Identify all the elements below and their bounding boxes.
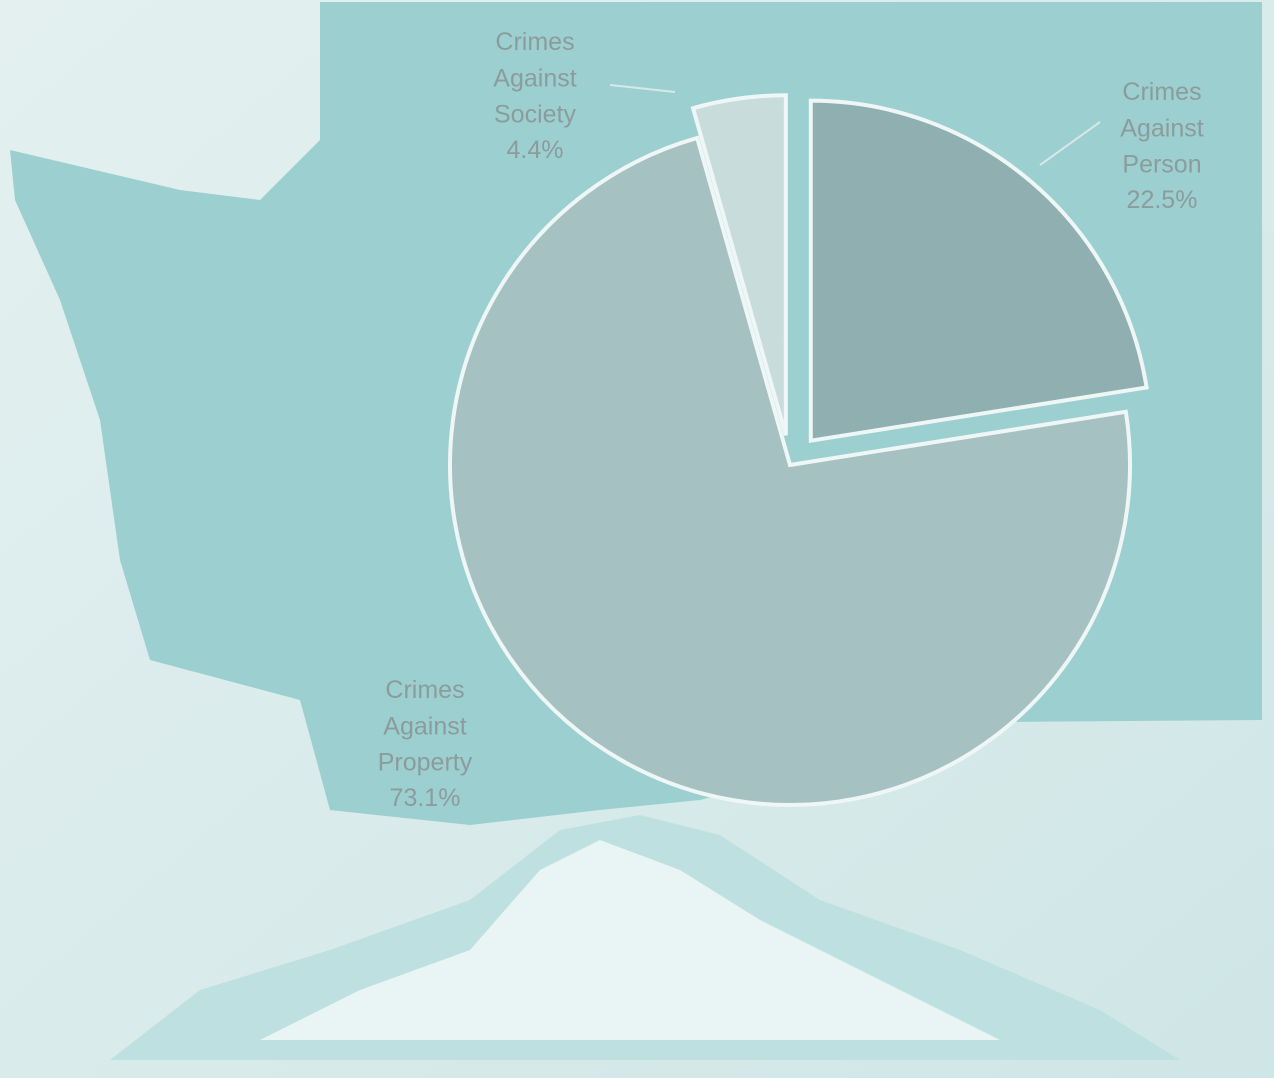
pie-slice xyxy=(690,93,788,436)
slice-label: Crimes Against Society xyxy=(493,28,576,129)
slice-value-label: 4.4% xyxy=(507,136,564,164)
leader-line xyxy=(1039,121,1101,166)
slice-value-label: 73.1% xyxy=(390,784,461,812)
pie-slice xyxy=(808,98,1149,444)
slice-value-label: 22.5% xyxy=(1127,186,1198,214)
pie-slice xyxy=(448,135,1132,807)
slice-label: Crimes Against Person xyxy=(1120,78,1203,179)
map-snow xyxy=(260,840,1000,1040)
pie xyxy=(448,93,1149,807)
leader-line xyxy=(609,84,676,93)
slice-label: Crimes Against Property xyxy=(378,676,473,777)
